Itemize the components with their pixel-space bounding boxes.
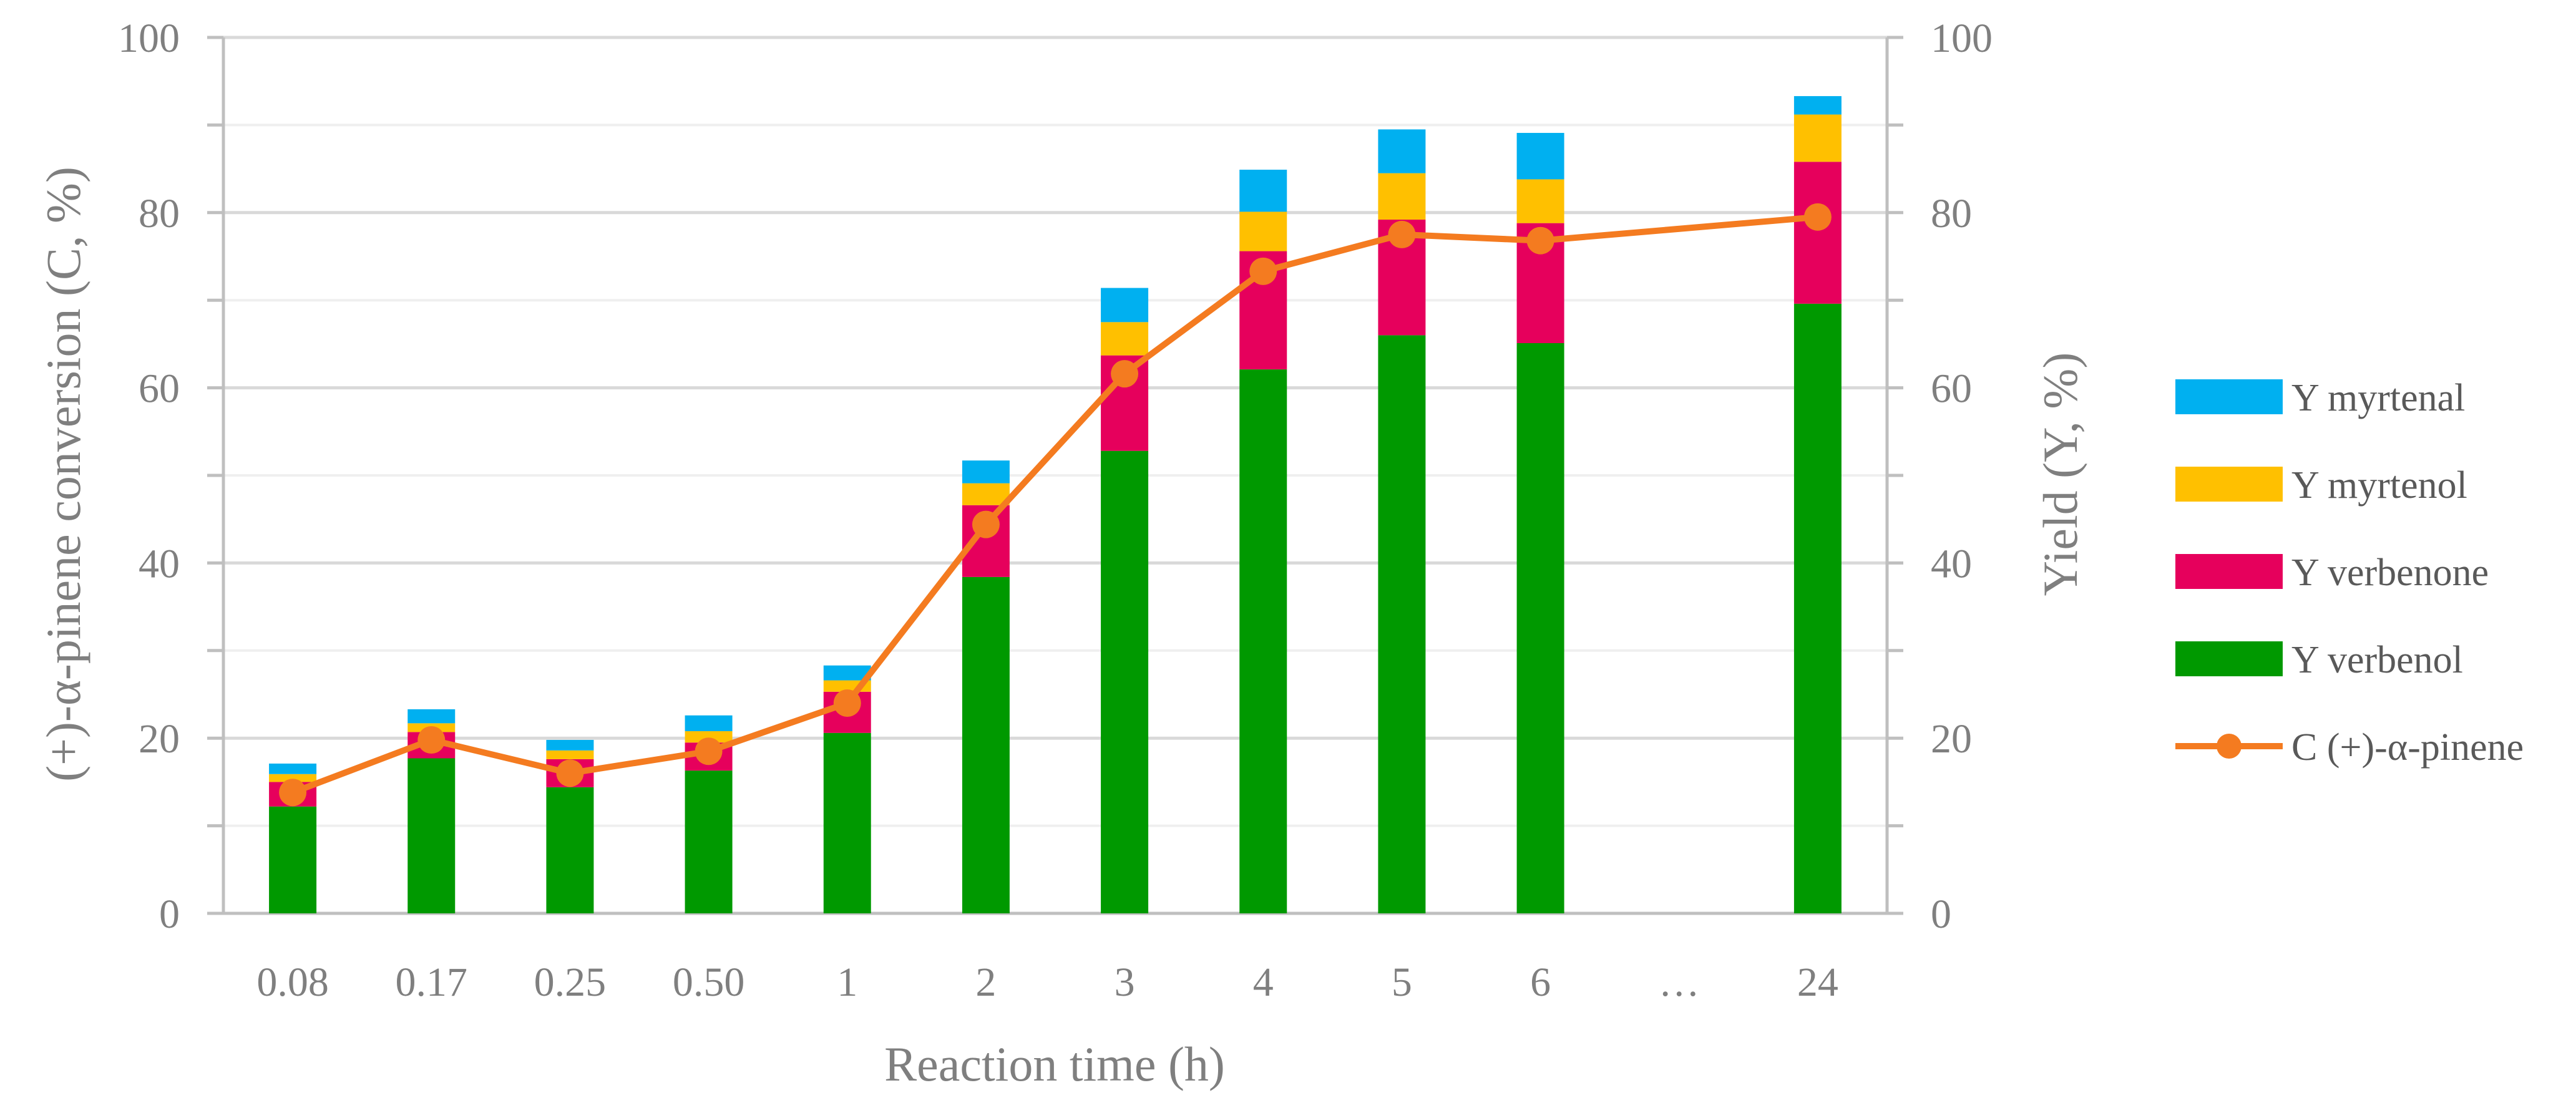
bar-y-myrtenol xyxy=(962,483,1010,505)
bar-y-myrtenol xyxy=(1239,211,1287,251)
bar-y-myrtenol xyxy=(685,731,733,743)
bar-y-myrtenal xyxy=(823,665,871,681)
tick-labels: 0 0 20 20 40 40 60 60 80 80 100 100 0.08 0.17 0.25 0.50… xyxy=(118,16,1993,1005)
conversion-point xyxy=(972,510,1000,538)
bar-y-verbenone xyxy=(1793,162,1842,304)
bar-y-myrtenal xyxy=(546,740,594,751)
conversion-line xyxy=(279,203,1832,807)
x-tick-label: … xyxy=(1659,960,1700,1005)
bar-y-myrtenal xyxy=(269,763,317,774)
bar-y-myrtenol xyxy=(269,774,317,782)
x-axis-title: Reaction time (h) xyxy=(884,1037,1225,1091)
y-tick-label-right: 80 xyxy=(1931,191,1972,236)
legend-label: Y verbenone xyxy=(2291,552,2489,594)
conversion-point xyxy=(417,726,446,754)
y-axis-left-title: (+)-α-pinene conversion (C, %) xyxy=(36,167,90,782)
bar-y-myrtenol xyxy=(546,750,594,759)
bar-y-verbenol xyxy=(1101,450,1149,913)
bar-y-myrtenal xyxy=(407,709,456,724)
x-tick-label: 0.50 xyxy=(673,960,745,1005)
conversion-point xyxy=(1803,203,1832,231)
legend-label: Y verbenol xyxy=(2291,639,2463,681)
conversion-point xyxy=(833,689,861,717)
bar-y-verbenol xyxy=(269,806,317,913)
bar-y-myrtenol xyxy=(1793,114,1842,162)
bar-y-verbenol xyxy=(1239,369,1287,913)
x-tick-label: 0.08 xyxy=(256,960,329,1005)
x-tick-label: 24 xyxy=(1797,960,1838,1005)
bar-y-verbenol xyxy=(1378,335,1426,913)
conversion-point xyxy=(279,779,307,807)
grid-lines xyxy=(223,36,1887,827)
bar-y-myrtenal xyxy=(1239,170,1287,212)
bar-y-verbenol xyxy=(1793,303,1842,913)
y-tick-label-right: 100 xyxy=(1931,16,1993,61)
conversion-point xyxy=(556,759,584,787)
x-tick-label: 0.17 xyxy=(396,960,468,1005)
y-tick-label-right: 0 xyxy=(1931,892,1951,937)
x-tick-label: 5 xyxy=(1392,960,1412,1005)
x-tick-label: 6 xyxy=(1530,960,1551,1005)
bar-y-myrtenol xyxy=(1378,173,1426,220)
bar-y-myrtenol xyxy=(1101,322,1149,356)
legend-swatch xyxy=(2175,467,2283,502)
y-tick-label-left: 100 xyxy=(118,16,180,61)
bar-y-verbenol xyxy=(685,770,733,913)
x-tick-label: 2 xyxy=(975,960,996,1005)
conversion-line-path xyxy=(290,213,1821,796)
legend-swatch xyxy=(2175,379,2283,414)
y-tick-label-right: 40 xyxy=(1931,541,1972,586)
legend-label: Y myrtenol xyxy=(2291,464,2467,507)
conversion-point xyxy=(695,737,723,765)
bar-y-myrtenal xyxy=(685,715,733,731)
bar-y-myrtenol xyxy=(1516,179,1564,223)
conversion-point xyxy=(1111,360,1139,388)
y-tick-label-left: 0 xyxy=(159,892,180,937)
conversion-point xyxy=(1388,220,1416,248)
bar-y-myrtenal xyxy=(1516,133,1564,180)
bars xyxy=(269,96,1842,913)
bar-y-verbenol xyxy=(407,758,456,913)
x-tick-label: 4 xyxy=(1253,960,1274,1005)
bar-y-verbenol xyxy=(546,787,594,913)
bar-y-verbenol xyxy=(823,732,871,913)
legend-label: Y myrtenal xyxy=(2291,377,2465,419)
axes xyxy=(207,36,1903,915)
bar-y-myrtenal xyxy=(962,460,1010,484)
legend: Y myrtenal Y myrtenol Y verbenone Y verbeno… xyxy=(2175,377,2524,769)
y-tick-label-right: 60 xyxy=(1931,366,1972,412)
bar-y-myrtenal xyxy=(1378,129,1426,173)
bar-y-myrtenal xyxy=(1101,288,1149,323)
x-tick-label: 0.25 xyxy=(534,960,607,1005)
conversion-point xyxy=(1526,226,1554,255)
bar-y-myrtenal xyxy=(1793,96,1842,115)
conversion-point xyxy=(1249,257,1277,285)
bar-y-verbenol xyxy=(962,576,1010,913)
y-tick-label-left: 80 xyxy=(139,191,180,236)
x-tick-label: 1 xyxy=(837,960,857,1005)
y-tick-label-left: 60 xyxy=(139,366,180,412)
x-tick-label: 3 xyxy=(1115,960,1135,1005)
legend-marker xyxy=(2217,734,2242,759)
y-tick-label-right: 20 xyxy=(1931,716,1972,762)
legend-swatch xyxy=(2175,641,2283,676)
y-tick-label-left: 20 xyxy=(139,716,180,762)
y-axis-right-title: Yield (Y, %) xyxy=(2033,352,2087,596)
bar-y-verbenol xyxy=(1516,343,1564,913)
legend-label: C (+)-α-pinene xyxy=(2291,726,2524,769)
legend-swatch xyxy=(2175,554,2283,589)
y-tick-label-left: 40 xyxy=(139,541,180,586)
